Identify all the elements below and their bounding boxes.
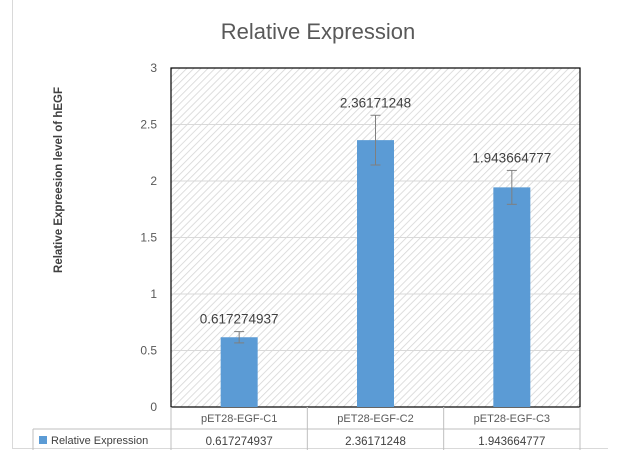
data-label: 2.36171248 (340, 95, 411, 110)
legend-label: Relative Expression (51, 435, 148, 447)
bar (220, 337, 258, 407)
table-value-cell: 2.36171248 (345, 436, 406, 448)
legend-key (39, 436, 47, 444)
y-tick-label: 0.5 (140, 344, 157, 358)
chart-title: Relative Expression (221, 19, 415, 44)
bar (493, 187, 531, 407)
table-value-cell: 0.617274937 (206, 436, 273, 448)
x-tick-label: pET28-EGF-C1 (201, 413, 277, 425)
table-value-cell: 1.943664777 (478, 436, 545, 448)
chart-frame (12, 0, 608, 449)
x-tick-label: pET28-EGF-C2 (337, 413, 413, 425)
y-tick-label: 3 (150, 61, 157, 75)
data-label: 1.943664777 (472, 150, 551, 165)
y-tick-label: 2 (150, 174, 157, 188)
y-tick-label: 1 (150, 287, 157, 301)
bar (357, 140, 394, 407)
y-tick-label: 0 (150, 400, 157, 414)
y-tick-label: 2.5 (140, 118, 157, 132)
y-tick-label: 1.5 (140, 231, 157, 245)
data-label: 0.617274937 (200, 312, 279, 327)
x-tick-label: pET28-EGF-C3 (474, 413, 550, 425)
y-axis-label: Relative Expreesion level of hEGF (53, 87, 65, 273)
